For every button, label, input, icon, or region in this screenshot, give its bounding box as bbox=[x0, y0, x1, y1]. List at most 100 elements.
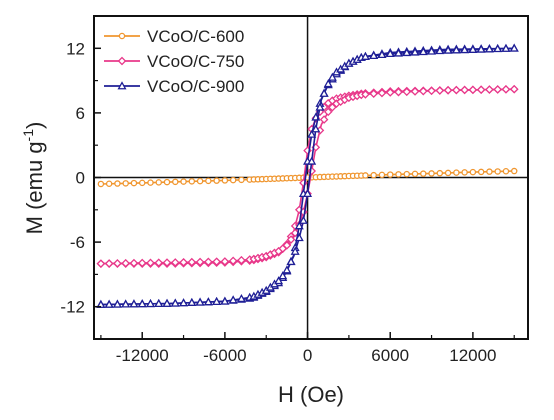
data-point bbox=[114, 180, 121, 187]
data-point bbox=[138, 179, 146, 187]
data-point bbox=[469, 168, 477, 176]
data-point bbox=[113, 259, 122, 268]
data-point bbox=[443, 85, 453, 95]
data-point bbox=[130, 179, 138, 187]
data-point bbox=[418, 86, 428, 96]
data-point bbox=[137, 258, 147, 268]
data-point bbox=[238, 176, 245, 184]
data-point bbox=[453, 169, 460, 176]
data-point bbox=[485, 85, 494, 94]
data-point bbox=[278, 271, 288, 280]
y-axis-title-main: M (emu g bbox=[22, 141, 47, 234]
x-tick-label: 12000 bbox=[449, 346, 496, 365]
data-point bbox=[411, 170, 419, 178]
data-point bbox=[468, 44, 478, 53]
data-point bbox=[229, 176, 237, 184]
data-point bbox=[501, 43, 511, 52]
data-point bbox=[377, 88, 387, 98]
data-point bbox=[274, 276, 284, 285]
data-point bbox=[370, 171, 377, 179]
data-point bbox=[307, 166, 317, 176]
data-point bbox=[494, 168, 501, 175]
plot-layer bbox=[94, 16, 528, 339]
series-VCoO/C-600 bbox=[97, 167, 518, 188]
data-point bbox=[319, 115, 329, 124]
x-tick-label: -12000 bbox=[116, 346, 169, 365]
data-point bbox=[212, 296, 222, 306]
data-point bbox=[486, 168, 493, 175]
data-point bbox=[477, 168, 485, 176]
data-point bbox=[362, 172, 369, 179]
data-point bbox=[385, 48, 395, 58]
data-point bbox=[460, 85, 469, 95]
x-tick-label: 6000 bbox=[371, 346, 409, 365]
data-point bbox=[452, 85, 461, 95]
legend-entry-VCoO/C-900: VCoO/C-900 bbox=[147, 77, 244, 96]
y-axis-title-sup: -1 bbox=[20, 129, 36, 142]
data-point bbox=[510, 167, 518, 175]
y-tick-label: 0 bbox=[76, 169, 85, 188]
data-point bbox=[104, 299, 114, 308]
data-point bbox=[323, 107, 333, 117]
data-point bbox=[162, 298, 172, 307]
data-point bbox=[147, 179, 154, 186]
data-point bbox=[155, 179, 163, 186]
data-point bbox=[154, 258, 164, 268]
data-point bbox=[307, 129, 317, 138]
x-tick-label: -6000 bbox=[203, 346, 246, 365]
data-point bbox=[97, 180, 105, 188]
data-point bbox=[228, 295, 238, 304]
data-point bbox=[221, 177, 229, 184]
data-point bbox=[154, 298, 164, 308]
data-point bbox=[403, 170, 411, 178]
y-axis-title-close: ) bbox=[22, 122, 47, 129]
data-point bbox=[172, 178, 179, 186]
data-point bbox=[105, 180, 113, 187]
data-point bbox=[170, 258, 180, 267]
data-point bbox=[395, 171, 402, 178]
data-point bbox=[428, 170, 435, 177]
data-point bbox=[187, 297, 197, 306]
data-point bbox=[307, 156, 317, 165]
data-point bbox=[369, 89, 379, 99]
data-point bbox=[236, 293, 246, 303]
data-point bbox=[212, 257, 221, 266]
data-point bbox=[220, 257, 230, 266]
data-point bbox=[137, 299, 147, 308]
data-point bbox=[282, 265, 292, 274]
data-point bbox=[205, 177, 212, 185]
y-tick-label: -6 bbox=[70, 233, 85, 252]
data-point bbox=[290, 246, 300, 255]
data-point bbox=[460, 45, 470, 54]
data-point bbox=[360, 51, 370, 60]
legend-marker-VCoO/C-600 bbox=[118, 32, 126, 40]
data-point bbox=[96, 259, 106, 268]
data-point bbox=[204, 257, 213, 267]
data-point bbox=[509, 43, 519, 52]
ticks-layer: -12000 -6000 0 6000 12000 -12 -6 0 6 12 bbox=[60, 15, 515, 365]
data-point bbox=[484, 44, 494, 53]
data-point bbox=[418, 47, 428, 56]
x-axis-title: H (Oe) bbox=[278, 382, 344, 407]
data-point bbox=[435, 46, 445, 55]
data-point bbox=[187, 257, 197, 267]
data-point bbox=[294, 233, 304, 242]
data-point bbox=[294, 221, 304, 230]
data-point bbox=[303, 188, 313, 198]
data-point bbox=[410, 47, 420, 56]
data-point bbox=[228, 256, 238, 266]
data-point bbox=[402, 87, 412, 97]
data-point bbox=[162, 258, 172, 267]
data-point bbox=[179, 257, 188, 267]
data-point bbox=[286, 235, 296, 244]
data-point bbox=[435, 86, 445, 95]
data-point bbox=[311, 124, 321, 133]
data-point bbox=[327, 72, 337, 81]
data-point bbox=[129, 299, 139, 308]
data-point bbox=[476, 44, 486, 53]
data-point bbox=[461, 169, 468, 176]
data-point bbox=[385, 88, 395, 97]
legend-entry-VCoO/C-750: VCoO/C-750 bbox=[147, 52, 244, 71]
data-point bbox=[298, 215, 308, 224]
